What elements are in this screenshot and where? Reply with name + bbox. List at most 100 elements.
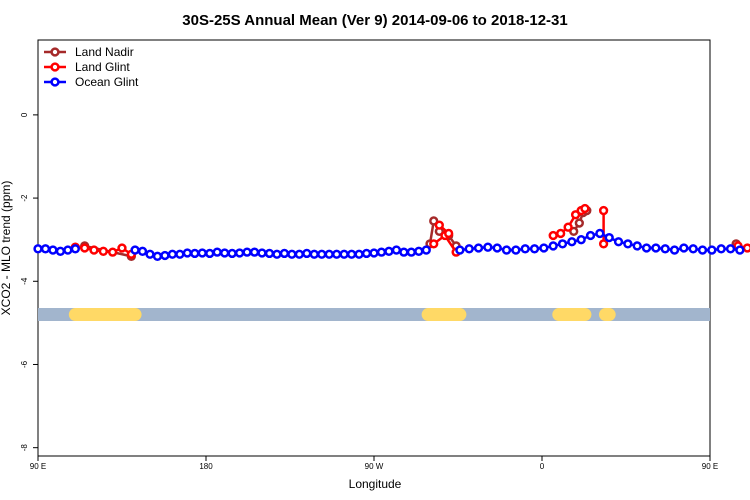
x-tick-label: 90 E — [702, 462, 718, 471]
data-point — [567, 237, 577, 247]
data-point — [70, 244, 80, 254]
data-point — [302, 248, 312, 259]
x-tick-label: 90 W — [365, 462, 384, 471]
data-point — [623, 239, 633, 249]
legend-label: Land Nadir — [75, 45, 134, 59]
data-point — [511, 245, 521, 255]
data-point — [287, 249, 297, 259]
data-point — [548, 241, 558, 251]
data-point — [257, 248, 267, 258]
data-point — [354, 249, 364, 259]
series-group — [33, 203, 750, 261]
data-point — [339, 249, 349, 259]
data-point — [175, 249, 185, 259]
data-point — [137, 246, 148, 256]
data-point — [197, 248, 207, 258]
data-point — [40, 244, 51, 254]
legend-swatch-marker — [50, 77, 60, 87]
data-point — [205, 248, 215, 259]
data-point — [108, 247, 118, 257]
data-point — [688, 244, 698, 254]
series-ocean-glint — [33, 228, 745, 261]
data-point — [391, 245, 402, 255]
data-point — [167, 249, 178, 259]
data-point — [309, 249, 319, 259]
data-point — [145, 249, 155, 259]
data-point — [234, 248, 245, 258]
data-point — [660, 244, 670, 254]
data-point — [455, 245, 465, 255]
data-point — [55, 246, 66, 256]
data-point — [604, 232, 614, 243]
data-point — [324, 249, 334, 259]
data-point — [464, 244, 474, 254]
data-point — [48, 245, 58, 255]
legend-label: Ocean Glint — [75, 75, 139, 89]
data-point — [399, 247, 409, 257]
data-point — [117, 243, 127, 253]
data-point — [651, 243, 661, 253]
y-tick-label: -4 — [20, 277, 29, 285]
data-point — [346, 249, 357, 259]
data-point — [406, 247, 416, 257]
data-point — [294, 249, 304, 259]
x-tick-label: 0 — [540, 462, 545, 471]
data-point — [33, 244, 43, 254]
data-point — [220, 248, 230, 258]
data-point — [414, 246, 424, 256]
data-point — [679, 243, 689, 253]
data-point — [242, 247, 252, 257]
data-point — [556, 228, 566, 239]
data-point — [429, 239, 439, 249]
data-point — [580, 203, 590, 214]
data-point — [632, 241, 642, 251]
data-point — [182, 248, 192, 258]
data-point — [98, 246, 108, 256]
data-point — [160, 250, 170, 261]
data-point — [80, 243, 90, 253]
data-point — [89, 245, 99, 255]
data-point — [264, 248, 275, 259]
data-point — [473, 243, 484, 253]
axes: 90 E 180 90 W 0 90 E 0 -2 -4 -6 -8 — [20, 112, 718, 471]
data-point — [598, 205, 609, 216]
data-point — [742, 243, 750, 253]
data-point — [585, 230, 596, 241]
data-point — [520, 244, 530, 254]
x-tick-label: 90 E — [30, 462, 46, 471]
data-point — [227, 248, 237, 259]
y-axis-label: XCO2 - MLO trend (ppm) — [0, 181, 13, 316]
data-point — [361, 248, 372, 259]
legend-swatch-marker — [50, 62, 60, 72]
data-point — [557, 239, 568, 249]
data-point — [483, 242, 493, 252]
data-point — [317, 249, 327, 259]
data-point — [444, 228, 454, 239]
data-point — [598, 239, 609, 249]
data-point — [332, 249, 342, 259]
data-point — [501, 245, 512, 255]
data-point — [595, 228, 605, 239]
data-point — [272, 249, 282, 259]
data-point — [548, 230, 558, 241]
data-point — [279, 248, 290, 259]
legend-label: Land Glint — [75, 60, 130, 74]
data-point — [190, 248, 200, 259]
x-tick-label: 180 — [199, 462, 213, 471]
legend-swatch-marker — [50, 47, 60, 57]
data-point — [130, 245, 140, 255]
data-point — [574, 218, 584, 228]
data-point — [384, 246, 394, 256]
data-point — [725, 244, 736, 254]
y-tick-label: -6 — [20, 360, 29, 368]
data-point — [697, 245, 708, 255]
data-point — [249, 247, 260, 257]
y-tick-label: -8 — [20, 444, 29, 452]
data-point — [563, 222, 573, 232]
chart-title: 30S-25S Annual Mean (Ver 9) 2014-09-06 t… — [182, 12, 567, 29]
data-point — [369, 248, 379, 258]
data-point — [641, 243, 652, 253]
data-point — [539, 243, 549, 253]
